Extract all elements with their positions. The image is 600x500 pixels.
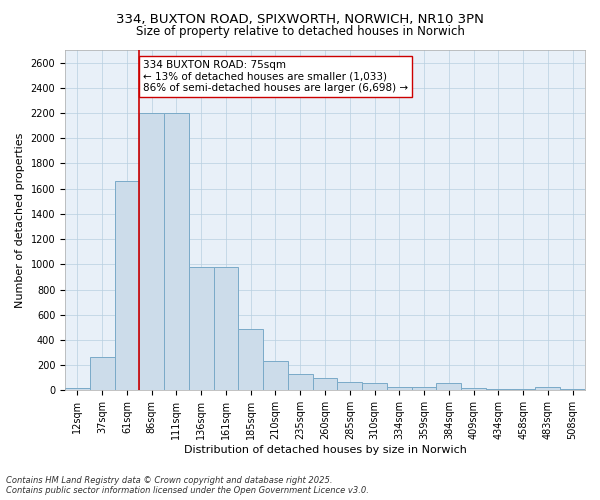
Bar [65, 388, 90, 390]
Bar [189, 267, 214, 390]
Bar [535, 387, 560, 390]
Bar [461, 388, 486, 390]
Bar [436, 383, 461, 390]
Bar [115, 181, 139, 390]
Bar [387, 387, 412, 390]
Bar [164, 113, 189, 390]
Bar [313, 378, 337, 390]
Bar [288, 374, 313, 390]
Bar [238, 328, 263, 390]
Bar [263, 362, 288, 390]
Bar [139, 113, 164, 390]
Bar [90, 357, 115, 390]
Text: 334 BUXTON ROAD: 75sqm
← 13% of detached houses are smaller (1,033)
86% of semi-: 334 BUXTON ROAD: 75sqm ← 13% of detached… [143, 60, 408, 94]
Bar [511, 389, 535, 390]
Bar [214, 267, 238, 390]
Text: Contains HM Land Registry data © Crown copyright and database right 2025.
Contai: Contains HM Land Registry data © Crown c… [6, 476, 369, 495]
Bar [337, 382, 362, 390]
Text: Size of property relative to detached houses in Norwich: Size of property relative to detached ho… [136, 25, 464, 38]
X-axis label: Distribution of detached houses by size in Norwich: Distribution of detached houses by size … [184, 445, 466, 455]
Y-axis label: Number of detached properties: Number of detached properties [15, 132, 25, 308]
Bar [412, 387, 436, 390]
Text: 334, BUXTON ROAD, SPIXWORTH, NORWICH, NR10 3PN: 334, BUXTON ROAD, SPIXWORTH, NORWICH, NR… [116, 12, 484, 26]
Bar [362, 384, 387, 390]
Bar [486, 389, 511, 390]
